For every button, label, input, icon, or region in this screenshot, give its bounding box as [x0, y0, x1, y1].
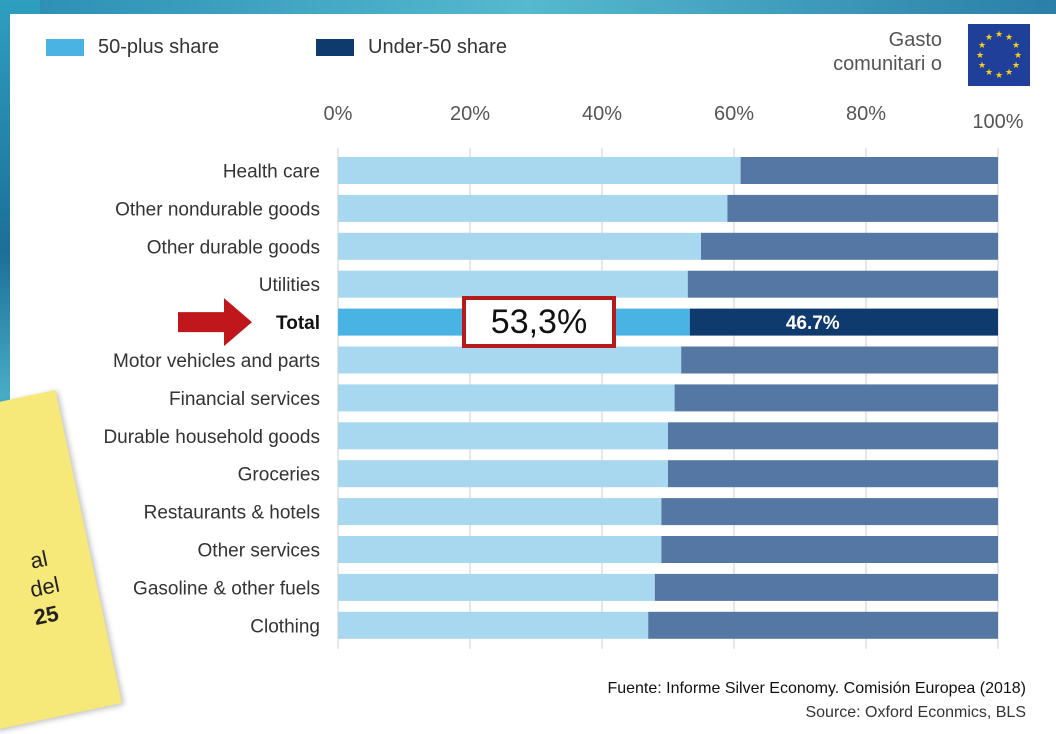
bar-segment — [338, 422, 668, 450]
category-label: Other durable goods — [147, 237, 320, 258]
svg-text:★: ★ — [995, 70, 1003, 80]
svg-text:★: ★ — [978, 60, 986, 70]
svg-text:★: ★ — [1005, 67, 1013, 77]
bar-segment — [338, 536, 662, 563]
bar-segment — [338, 460, 668, 488]
legend-item-50-plus: 50-plus share — [46, 34, 219, 60]
data-label: 46.7% — [786, 313, 840, 334]
sticky-note-line: del — [27, 571, 62, 603]
x-tick-label: 80% — [846, 103, 886, 125]
bar-segment — [338, 270, 688, 298]
sticky-note-line: 25 — [31, 600, 61, 631]
legend-swatch — [316, 38, 354, 56]
category-label: Total — [276, 313, 320, 334]
category-label: Financial services — [169, 389, 320, 410]
bar-segment — [668, 422, 998, 450]
svg-text:★: ★ — [978, 40, 986, 50]
category-label: Health care — [223, 162, 320, 183]
bar-segment — [668, 460, 998, 488]
category-label: Clothing — [250, 616, 320, 637]
category-label: Gasoline & other fuels — [133, 578, 320, 599]
bar-segment — [338, 346, 682, 374]
bar-segment — [338, 611, 649, 639]
bar-segment — [661, 536, 998, 563]
svg-text:★: ★ — [976, 50, 984, 60]
category-label: Utilities — [259, 275, 320, 296]
category-label: Motor vehicles and parts — [113, 351, 320, 372]
source-note-es: Fuente: Informe Silver Economy. Comisión… — [607, 680, 1026, 697]
eu-flag-icon: ★ ★ ★ ★ ★ ★ ★ ★ ★ ★ ★ ★ — [968, 24, 1030, 86]
bar-segment — [740, 157, 998, 184]
x-tick-label: 100% — [972, 111, 1023, 133]
total-share-callout: 53,3% — [462, 296, 616, 348]
x-tick-label: 0% — [324, 103, 353, 125]
category-label: Groceries — [238, 465, 320, 486]
svg-text:★: ★ — [1012, 40, 1020, 50]
bar-segment — [687, 270, 998, 298]
bar-segment — [689, 308, 998, 336]
x-tick-label: 20% — [450, 103, 490, 125]
bar-segment — [648, 611, 998, 639]
svg-text:★: ★ — [995, 29, 1003, 39]
bar-segment — [674, 384, 998, 412]
legend-item-under-50: Under-50 share — [316, 34, 507, 60]
bar-segment — [338, 384, 675, 412]
bar-segment — [338, 573, 655, 601]
bar-segment — [338, 498, 662, 526]
svg-text:★: ★ — [985, 67, 993, 77]
category-label: Other services — [198, 541, 320, 562]
bar-segment — [661, 498, 998, 526]
gasto-label: Gasto comunitari o — [833, 29, 942, 75]
bar-segment — [681, 346, 998, 374]
bar-segment — [701, 232, 998, 260]
bar-segment — [338, 157, 741, 184]
x-tick-label: 40% — [582, 103, 622, 125]
background-top-strip — [0, 0, 1056, 14]
highlight-arrow-icon — [178, 298, 252, 347]
bar-segment — [654, 573, 998, 601]
legend-swatch — [46, 38, 84, 56]
svg-text:★: ★ — [985, 32, 993, 42]
legend-label: 50-plus share — [98, 35, 220, 58]
category-label: Other nondurable goods — [115, 199, 320, 220]
source-note-en: Source: Oxford Econmics, BLS — [805, 704, 1026, 721]
bar-segment — [727, 194, 998, 222]
bar-segment — [338, 232, 701, 260]
bar-segment — [338, 194, 728, 222]
svg-text:★: ★ — [1012, 60, 1020, 70]
category-label: Restaurants & hotels — [144, 503, 320, 524]
legend-label: Under-50 share — [368, 35, 507, 58]
svg-text:★: ★ — [1014, 50, 1022, 60]
svg-text:★: ★ — [1005, 32, 1013, 42]
category-label: Durable household goods — [103, 427, 320, 448]
x-tick-label: 60% — [714, 103, 754, 125]
sticky-note-line: al — [27, 545, 50, 574]
